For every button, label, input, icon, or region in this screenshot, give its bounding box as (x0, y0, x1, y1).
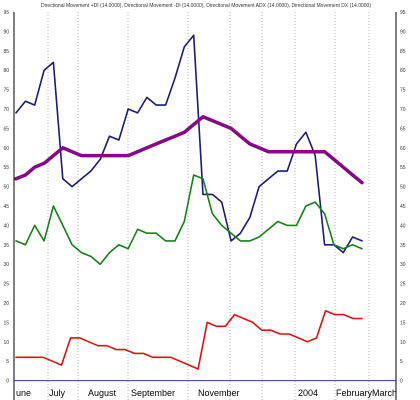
series-line-1 (15, 34, 363, 254)
y-tick-label-right: 5 (400, 359, 403, 365)
y-tick-label-left: 70 (3, 107, 9, 113)
y-tick-label-right: 25 (400, 282, 406, 288)
y-tick-label-right: 15 (400, 320, 406, 326)
x-tick-label: August (88, 388, 117, 398)
y-tick-label-right: 60 (400, 146, 406, 152)
y-tick-label-right: 75 (400, 88, 406, 94)
series-lines (14, 34, 364, 370)
y-tick-label-left: 40 (3, 223, 9, 229)
y-tick-label-right: 55 (400, 165, 406, 171)
chart-title: Directional Movement +DI (14.0000), Dire… (41, 3, 371, 9)
y-tick-label-left: 80 (3, 68, 9, 74)
x-tick-label: November (198, 388, 240, 398)
y-tick-label-right: 30 (400, 262, 406, 268)
y-tick-label-right: 50 (400, 185, 406, 191)
y-tick-label-left: 25 (3, 282, 9, 288)
y-tick-label-left: 75 (3, 88, 9, 94)
y-tick-label-right: 0 (400, 379, 403, 385)
y-tick-label-right: 90 (400, 29, 406, 35)
y-axis-left: 0 5 10 15 20 25 30 35 40 45 50 55 60 65 70 75 80 85 90 95 (3, 10, 9, 385)
y-tick-label-left: 60 (3, 146, 9, 152)
y-tick-label-right: 40 (400, 223, 406, 229)
y-tick-label-left: 55 (3, 165, 9, 171)
y-tick-label-left: 0 (6, 379, 9, 385)
y-tick-label-right: 80 (400, 68, 406, 74)
x-tick-label: July (49, 388, 66, 398)
y-tick-label-right: 95 (400, 10, 406, 16)
x-tick-label: March (372, 388, 397, 398)
y-tick-label-left: 95 (3, 10, 9, 16)
y-tick-label-left: 20 (3, 301, 9, 307)
x-tick-label: September (131, 388, 175, 398)
y-axis-right: 0 5 10 15 20 25 30 35 40 45 50 55 60 65 70 75 80 85 90 95 (400, 10, 406, 385)
y-tick-label-right: 20 (400, 301, 406, 307)
series-line-4 (15, 309, 363, 370)
y-tick-label-right: 10 (400, 340, 406, 346)
series-line-2 (14, 115, 364, 185)
y-tick-label-left: 85 (3, 49, 9, 55)
y-tick-label-left: 50 (3, 185, 9, 191)
y-tick-label-left: 35 (3, 243, 9, 249)
y-tick-label-left: 30 (3, 262, 9, 268)
y-tick-label-right: 70 (400, 107, 406, 113)
y-tick-label-left: 5 (6, 359, 9, 365)
y-tick-label-left: 45 (3, 204, 9, 210)
y-tick-label-right: 35 (400, 243, 406, 249)
x-axis: une July August September November 2004 Februa… (16, 388, 397, 398)
y-tick-label-left: 10 (3, 340, 9, 346)
y-tick-label-right: 45 (400, 204, 406, 210)
y-tick-label-left: 15 (3, 320, 9, 326)
y-tick-label-left: 90 (3, 29, 9, 35)
x-tick-label: February (336, 388, 373, 398)
x-tick-label: une (16, 388, 31, 398)
y-tick-label-right: 85 (400, 49, 406, 55)
y-tick-label-left: 65 (3, 126, 9, 132)
y-tick-label-right: 65 (400, 126, 406, 132)
x-tick-label: 2004 (298, 388, 318, 398)
series-line-3 (15, 174, 363, 266)
